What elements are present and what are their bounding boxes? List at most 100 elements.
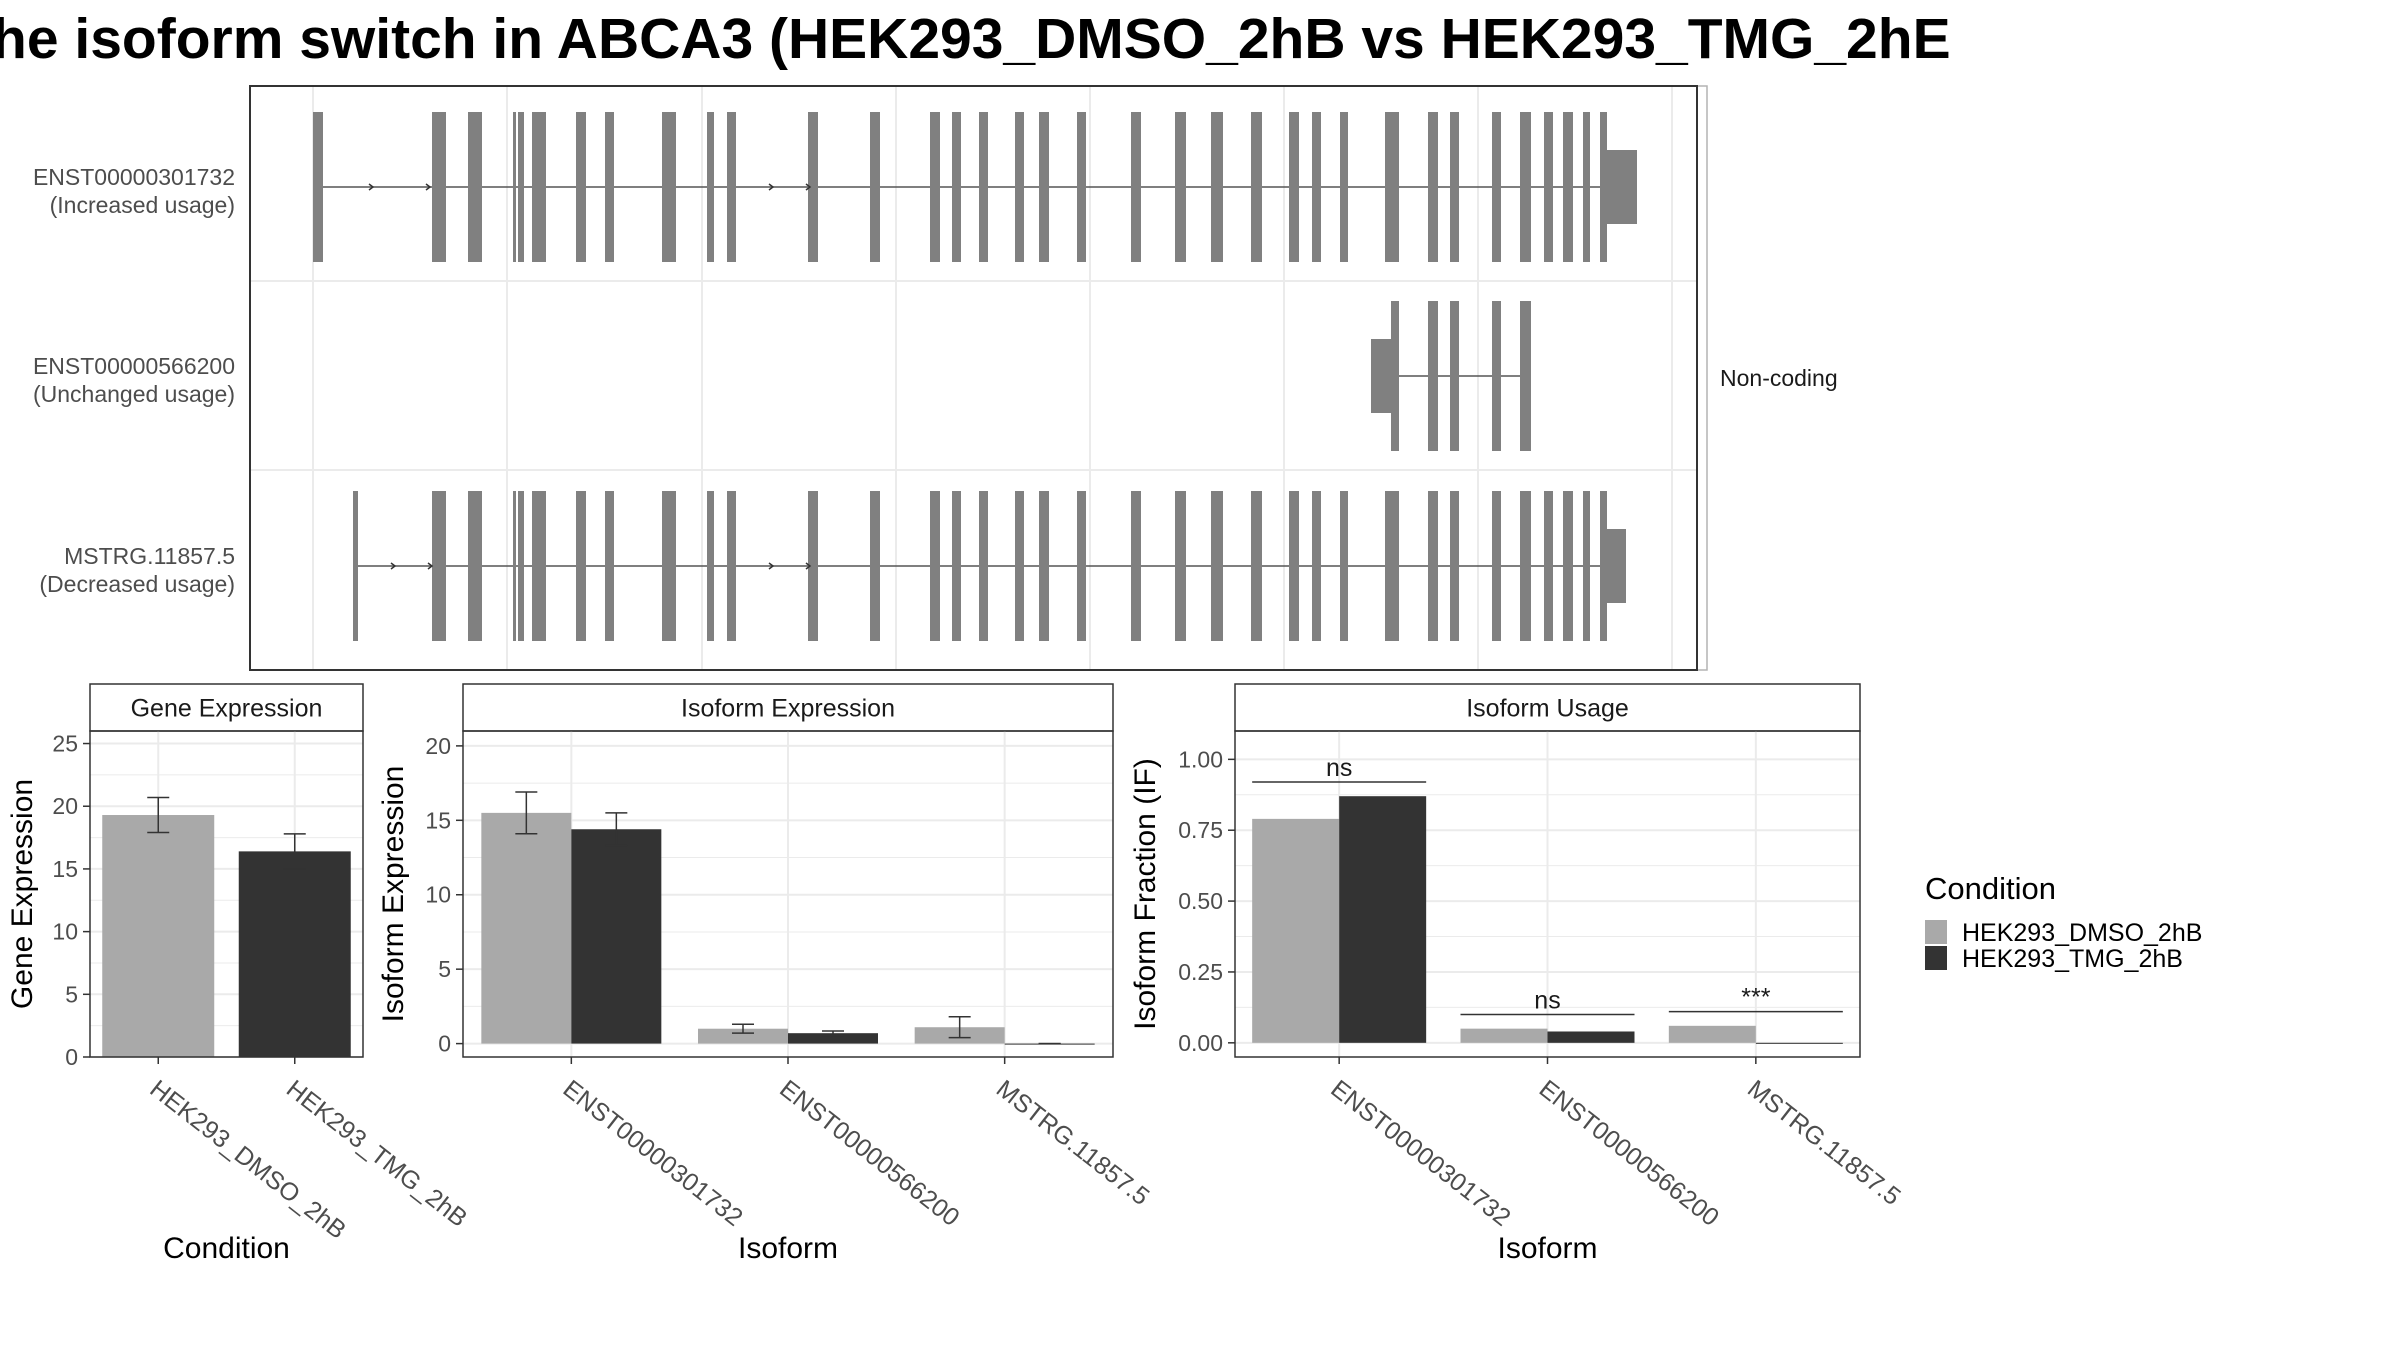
exon (808, 112, 818, 262)
direction-arrow (425, 183, 432, 191)
exon (870, 112, 880, 262)
exon (1015, 491, 1024, 641)
significance-label: *** (1741, 984, 1770, 1012)
exon (518, 112, 524, 262)
panel-strip (1234, 683, 1861, 732)
y-tick-label: 0.75 (1178, 817, 1223, 843)
exon (1340, 112, 1348, 262)
exon (313, 112, 323, 262)
x-tick-label: MSTRG.11857.5 (991, 1075, 1155, 1211)
exon (1175, 112, 1186, 262)
exon (1492, 112, 1501, 262)
exon (1450, 491, 1459, 641)
exon (1520, 491, 1531, 641)
bar-tmg (571, 829, 662, 1044)
direction-arrow (805, 562, 812, 570)
utr (1600, 529, 1626, 603)
direction-arrow (768, 562, 775, 570)
exon (808, 491, 818, 641)
bar-tmg (1339, 796, 1427, 1043)
bar-dmso (102, 815, 215, 1057)
exon (1428, 301, 1438, 451)
exon (576, 112, 586, 262)
y-axis-title: Isoform Fraction (IF) (1129, 758, 1162, 1030)
exon (1312, 112, 1321, 262)
exon (353, 491, 358, 641)
exon (513, 112, 516, 262)
direction-arrow (805, 183, 812, 191)
exon (1544, 491, 1553, 641)
isoform-row-label: ENST00000566200 (33, 353, 235, 379)
y-tick-label: 15 (425, 807, 451, 833)
x-axis-title: Condition (163, 1232, 290, 1265)
bar-tmg (788, 1033, 878, 1044)
exon (979, 491, 988, 641)
exon (432, 491, 446, 641)
exon (468, 112, 482, 262)
exon (662, 491, 676, 641)
x-axis-title: Isoform (1497, 1232, 1597, 1265)
legend-swatch-tmg (1925, 946, 1947, 970)
utr (1371, 339, 1399, 413)
exon (576, 491, 586, 641)
y-tick-label: 5 (65, 981, 78, 1007)
isoform-row-usage: (Decreased usage) (39, 571, 235, 597)
significance-label: ns (1534, 986, 1560, 1014)
direction-arrow (427, 562, 434, 570)
exon (1450, 112, 1459, 262)
direction-arrow (390, 562, 397, 570)
main-title: he isoform switch in ABCA3 (HEK293_DMSO_… (0, 7, 1951, 71)
exon (1131, 491, 1141, 641)
y-tick-label: 0 (65, 1044, 78, 1070)
exon (1520, 301, 1531, 451)
exon (930, 112, 940, 262)
y-tick-label: 0.50 (1178, 888, 1223, 914)
legend-label: HEK293_DMSO_2hB (1962, 919, 2202, 947)
bar-dmso (698, 1028, 788, 1044)
exon (1211, 112, 1223, 262)
exon (1544, 112, 1553, 262)
legend-swatch-dmso (1925, 920, 1947, 944)
exon (707, 112, 714, 262)
x-axis-title: Isoform (738, 1232, 838, 1265)
y-tick-label: 0.25 (1178, 959, 1223, 985)
exon (1077, 112, 1086, 262)
isoform-side-label: Non-coding (1720, 365, 1838, 391)
y-axis-title: Gene Expression (6, 779, 39, 1009)
exon (518, 491, 524, 641)
bar-dmso (481, 812, 572, 1044)
exon (1077, 491, 1086, 641)
isoform-row-usage: (Unchanged usage) (33, 381, 235, 407)
bar-tmg (1547, 1031, 1635, 1043)
y-tick-label: 15 (52, 856, 78, 882)
y-tick-label: 20 (425, 733, 451, 759)
exon (605, 112, 614, 262)
x-tick-label: ENST00000301732 (558, 1075, 748, 1232)
x-tick-label: ENST00000566200 (1534, 1075, 1724, 1232)
y-tick-label: 1.00 (1178, 746, 1223, 772)
bar-dmso (1668, 1025, 1756, 1043)
x-tick-label: ENST00000566200 (774, 1075, 964, 1232)
exon (532, 491, 546, 641)
exon (707, 491, 714, 641)
exon (1312, 491, 1321, 641)
exon (605, 491, 614, 641)
exon (432, 112, 446, 262)
exon (1251, 491, 1262, 641)
y-tick-label: 20 (52, 793, 78, 819)
y-tick-label: 25 (52, 731, 78, 757)
y-tick-label: 0.00 (1178, 1030, 1223, 1056)
panel-border (89, 730, 364, 1058)
bar-tmg (238, 851, 351, 1057)
exon (1385, 112, 1399, 262)
exon (1131, 112, 1141, 262)
y-tick-label: 0 (438, 1031, 451, 1057)
exon (930, 491, 940, 641)
exon (532, 112, 546, 262)
exon (952, 112, 961, 262)
y-tick-label: 10 (425, 882, 451, 908)
exon (727, 112, 736, 262)
exon (1289, 112, 1299, 262)
exon (1520, 112, 1531, 262)
